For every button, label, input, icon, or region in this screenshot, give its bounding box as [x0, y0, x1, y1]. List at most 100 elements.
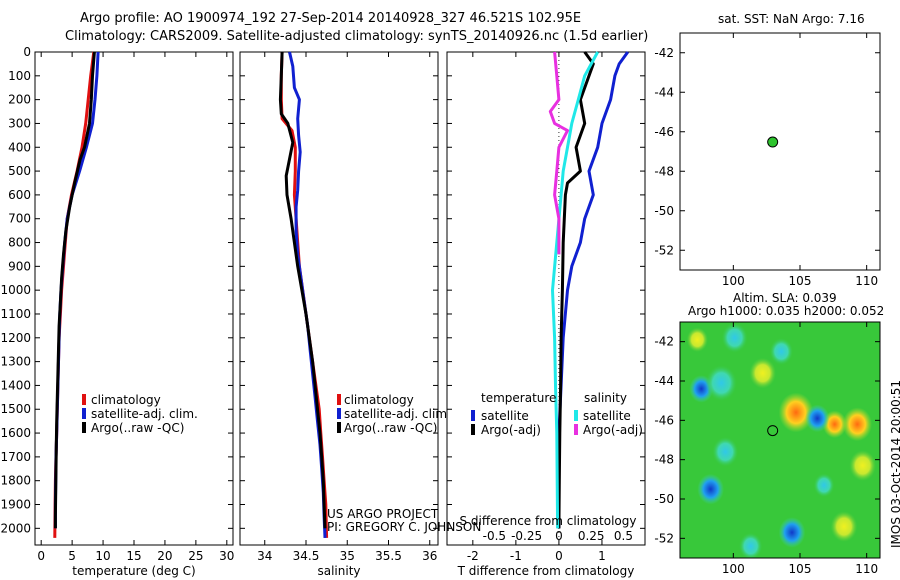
y-tick-label: 0 — [23, 45, 31, 59]
sst-map-title: sat. SST: NaN Argo: 7.16 — [718, 12, 865, 26]
salinity-x-axis-label: salinity — [317, 564, 360, 578]
temperature-x-axis-label: temperature (deg C) — [72, 564, 195, 578]
salinity-diff-tick-label: 0 — [555, 529, 563, 543]
y-tick-label: 1300 — [0, 355, 31, 369]
salinity-panel: 34 34.5 35 35.5 36 salinity climatologysatelli… — [239, 51, 451, 578]
y-tick-label: 1400 — [0, 378, 31, 392]
sla-anomaly-cyan — [705, 364, 738, 402]
legend-label: satellite — [583, 409, 631, 423]
x-tick-label: 110 — [855, 562, 878, 576]
project-credit: US ARGO PROJECT — [327, 507, 439, 521]
sla-heatmap-field — [680, 322, 880, 558]
sla-anomaly-orange — [842, 407, 872, 442]
sla-anomaly-yellow — [849, 450, 877, 481]
y-tick-label: 2000 — [0, 521, 31, 535]
x-tick-label: 110 — [855, 274, 878, 288]
legend-group-title-salinity: salinity — [584, 391, 627, 405]
sla-map-panel: 100 105 110 -42 -44 -46 -48 -50 -52 — [654, 321, 881, 576]
y-tick-label: 900 — [8, 259, 31, 273]
temperature-frame — [34, 51, 234, 546]
y-tick-label: -44 — [654, 85, 674, 99]
x-tick-label: 105 — [789, 274, 812, 288]
sla-anomaly-cyan — [738, 532, 763, 558]
temperature-panel: 0 5 10 15 20 25 300100200300400500600700800900… — [0, 45, 234, 578]
difference-panel: -2 -1 0 1T difference from climatology -0.5-… — [446, 51, 646, 578]
x-tick-label: 1 — [598, 549, 606, 563]
x-tick-label: 30 — [219, 549, 234, 563]
legend-label: Argo(-adj) — [583, 423, 643, 437]
x-tick-label: 10 — [95, 549, 110, 563]
sla-anomaly-cyan — [712, 436, 739, 468]
salinity-diff-tick-label: -0.5 — [483, 529, 506, 543]
legend-label: satellite-adj. clim. — [344, 407, 451, 421]
x-tick-label: 34.5 — [293, 549, 320, 563]
y-tick-label: -52 — [654, 531, 674, 545]
figure-title-line1: Argo profile: AO 1900974_192 27-Sep-2014… — [80, 11, 582, 26]
x-tick-label: 105 — [789, 562, 812, 576]
sla-anomaly-cyan — [721, 322, 749, 354]
y-tick-label: -46 — [654, 413, 674, 427]
sst-map-background — [680, 33, 880, 270]
salinity-diff-tick-label: -0.25 — [511, 529, 542, 543]
legend-swatch — [337, 422, 341, 433]
legend-group-title-temperature: temperature — [481, 391, 556, 405]
x-tick-label: 0 — [37, 549, 45, 563]
salinity-frame — [239, 51, 439, 546]
x-tick-label: 5 — [68, 549, 76, 563]
y-tick-label: -46 — [654, 125, 674, 139]
legend-swatch — [574, 410, 578, 421]
sst_map-frame — [679, 32, 881, 271]
x-tick-label: 0 — [555, 549, 563, 563]
pi-credit: PI: GREGORY C. JOHNSON — [327, 520, 482, 534]
series-line-argo-raw-qc- — [53, 51, 96, 529]
y-tick-label: -42 — [654, 335, 674, 349]
salinity-diff-tick-label: 0.25 — [578, 529, 605, 543]
legend-label: climatology — [91, 393, 161, 407]
y-tick-label: 200 — [8, 93, 31, 107]
y-tick-label: 800 — [8, 236, 31, 250]
y-tick-label: 1800 — [0, 474, 31, 488]
y-tick-label: 1900 — [0, 498, 31, 512]
y-tick-label: -50 — [654, 492, 674, 506]
sla-anomaly-cyan — [813, 472, 835, 498]
legend-swatch — [337, 394, 341, 405]
sla_map-frame — [679, 321, 881, 559]
sst-map-panel: 100 105 110 -42 -44 -46 -48 -50 -52 — [654, 32, 881, 288]
sla-anomaly-cyan — [769, 337, 794, 366]
sla-anomaly-yellow — [686, 327, 708, 352]
sla-anomaly-yellow — [830, 511, 858, 542]
x-tick-label: 35 — [340, 549, 355, 563]
y-tick-label: -48 — [654, 453, 674, 467]
y-tick-label: 700 — [8, 212, 31, 226]
y-tick-label: 300 — [8, 116, 31, 130]
y-tick-label: 600 — [8, 188, 31, 202]
legend-swatch — [471, 410, 475, 421]
y-tick-label: 400 — [8, 140, 31, 154]
legend-label: satellite — [481, 409, 529, 423]
float-position-marker — [767, 425, 779, 437]
x-tick-label: 34 — [257, 549, 272, 563]
y-tick-label: -52 — [654, 243, 674, 257]
legend-label: Argo(..raw -QC) — [344, 421, 437, 435]
series-line-argo-raw-qc- — [278, 51, 327, 529]
legend-swatch — [82, 408, 86, 419]
y-tick-label: 100 — [8, 69, 31, 83]
figure-title-line2: Climatology: CARS2009. Satellite-adjuste… — [65, 29, 649, 44]
y-tick-label: -42 — [654, 46, 674, 60]
imos-timestamp: IMOS 03-Oct-2014 20:00:51 — [889, 379, 900, 548]
y-tick-label: 1500 — [0, 402, 31, 416]
y-tick-label: -44 — [654, 374, 674, 388]
y-tick-label: 500 — [8, 164, 31, 178]
sla-anomaly-yellow — [749, 357, 777, 389]
y-tick-label: 1700 — [0, 450, 31, 464]
legend-swatch — [82, 422, 86, 433]
sla-anomaly-blue — [805, 404, 830, 433]
legend-swatch — [574, 424, 578, 435]
x-tick-label: -1 — [510, 549, 522, 563]
difference-frame — [446, 51, 646, 546]
y-tick-label: 1600 — [0, 426, 31, 440]
y-tick-label: -50 — [654, 204, 674, 218]
sla-anomaly-blue — [778, 517, 806, 548]
y-tick-label: 1000 — [0, 283, 31, 297]
legend-label: satellite-adj. clim. — [91, 407, 198, 421]
